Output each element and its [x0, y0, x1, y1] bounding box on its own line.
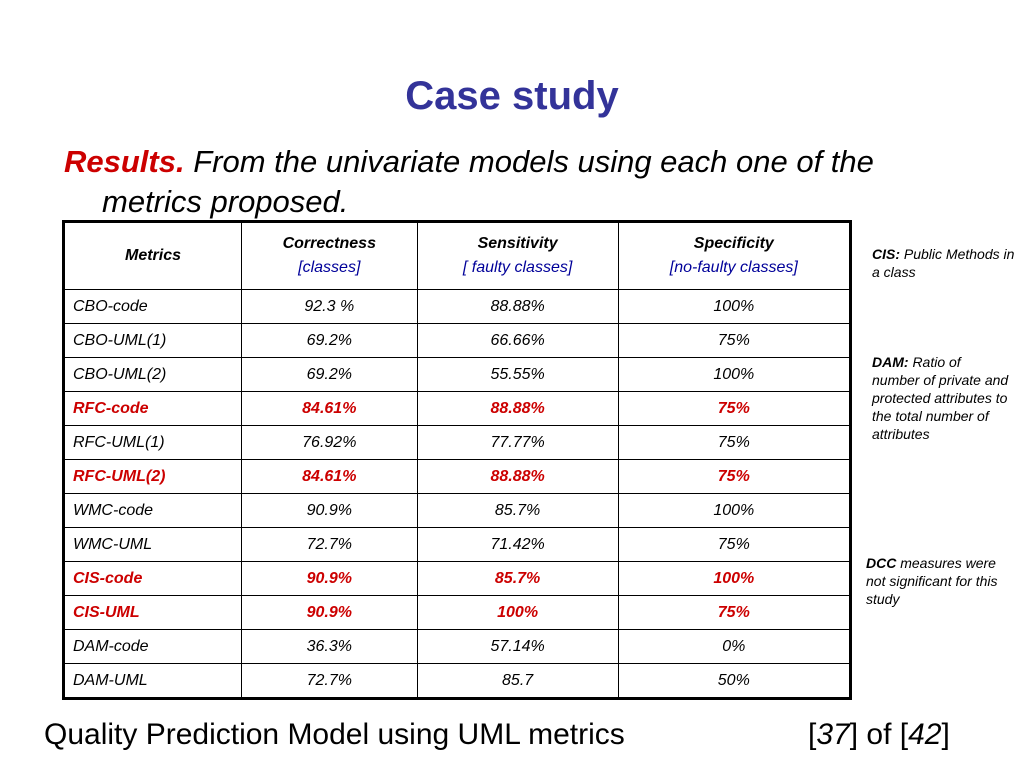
- specificity-cell: 75%: [617, 391, 852, 426]
- sensitivity-cell: 88.88%: [416, 289, 619, 324]
- specificity-cell: 75%: [617, 527, 852, 562]
- correctness-cell: 69.2%: [241, 357, 418, 392]
- footer-title: Quality Prediction Model using UML metri…: [44, 718, 625, 751]
- specificity-cell: 100%: [617, 561, 852, 596]
- correctness-cell: 72.7%: [241, 663, 418, 699]
- correctness-cell: 90.9%: [241, 595, 418, 630]
- table-row: DAM-code 36.3% 57.14% 0%: [63, 629, 852, 664]
- metric-cell: WMC-UML: [63, 527, 242, 562]
- specificity-cell: 100%: [617, 493, 852, 528]
- table-row: DAM-UML 72.7% 85.7 50%: [63, 663, 852, 699]
- specificity-cell: 75%: [617, 425, 852, 460]
- metric-cell: CBO-UML(1): [63, 323, 242, 358]
- slide-title: Case study: [405, 74, 619, 118]
- sensitivity-cell: 88.88%: [416, 459, 619, 494]
- correctness-cell: 90.9%: [241, 493, 418, 528]
- metric-cell: CBO-code: [63, 289, 242, 324]
- correctness-cell: 84.61%: [241, 391, 418, 426]
- slide-subtitle: Results. From the univariate models usin…: [64, 142, 984, 222]
- correctness-cell: 72.7%: [241, 527, 418, 562]
- specificity-cell: 50%: [617, 663, 852, 699]
- table-row: RFC-UML(2) 84.61% 88.88% 75%: [63, 459, 852, 494]
- header-metrics: Metrics: [63, 221, 242, 290]
- table-row: CBO-code 92.3 % 88.88% 100%: [63, 289, 852, 324]
- specificity-cell: 100%: [617, 289, 852, 324]
- header-correctness: Correctness [classes]: [241, 221, 418, 290]
- metric-cell: CBO-UML(2): [63, 357, 242, 392]
- sensitivity-cell: 77.77%: [416, 425, 619, 460]
- sensitivity-cell: 88.88%: [416, 391, 619, 426]
- correctness-cell: 69.2%: [241, 323, 418, 358]
- table-row: CBO-UML(2) 69.2% 55.55% 100%: [63, 357, 852, 392]
- sensitivity-cell: 55.55%: [416, 357, 619, 392]
- metric-cell: CIS-code: [63, 561, 242, 596]
- metric-cell: WMC-code: [63, 493, 242, 528]
- specificity-cell: 75%: [617, 595, 852, 630]
- note-dcc: DCC measures were not significant for th…: [866, 555, 998, 607]
- sensitivity-cell: 85.7: [416, 663, 619, 699]
- note-dam: DAM: Ratio of number of private and prot…: [872, 354, 1009, 442]
- page-indicator: [37] of [42]: [808, 718, 950, 751]
- note-cis: CIS: Public Methods in a class: [872, 246, 1015, 280]
- correctness-cell: 36.3%: [241, 629, 418, 664]
- table-row: WMC-UML 72.7% 71.42% 75%: [63, 527, 852, 562]
- specificity-cell: 75%: [617, 323, 852, 358]
- metric-cell: CIS-UML: [63, 595, 242, 630]
- subtitle-line-1: From the univariate models using each on…: [193, 144, 874, 179]
- header-sensitivity: Sensitivity[ faulty classes]: [416, 221, 619, 290]
- correctness-cell: 92.3 %: [241, 289, 418, 324]
- sensitivity-cell: 85.7%: [416, 493, 619, 528]
- table-row: WMC-code 90.9% 85.7% 100%: [63, 493, 852, 528]
- correctness-cell: 84.61%: [241, 459, 418, 494]
- sensitivity-cell: 85.7%: [416, 561, 619, 596]
- table-row: CIS-code 90.9% 85.7% 100%: [63, 561, 852, 596]
- table-row: CIS-UML 90.9% 100% 75%: [63, 595, 852, 630]
- table-header-row: Metrics Correctness [classes] Sensitivity…: [63, 221, 852, 290]
- header-specificity: Specificity [no-faulty classes]: [617, 221, 852, 290]
- specificity-cell: 75%: [617, 459, 852, 494]
- metric-cell: RFC-UML(1): [63, 425, 242, 460]
- correctness-cell: 76.92%: [241, 425, 418, 460]
- sensitivity-cell: 57.14%: [416, 629, 619, 664]
- metric-cell: RFC-code: [63, 391, 242, 426]
- table-row: RFC-code 84.61% 88.88% 75%: [63, 391, 852, 426]
- correctness-cell: 90.9%: [241, 561, 418, 596]
- metric-cell: DAM-UML: [63, 663, 242, 699]
- results-table: Metrics Correctness [classes] Sensitivity…: [62, 220, 852, 700]
- sensitivity-cell: 100%: [416, 595, 619, 630]
- subtitle-line-2: metrics proposed.: [102, 184, 349, 219]
- table-row: CBO-UML(1) 69.2% 66.66% 75%: [63, 323, 852, 358]
- sensitivity-cell: 66.66%: [416, 323, 619, 358]
- results-lead: Results.: [64, 144, 185, 179]
- specificity-cell: 100%: [617, 357, 852, 392]
- metric-cell: RFC-UML(2): [63, 459, 242, 494]
- specificity-cell: 0%: [617, 629, 852, 664]
- metric-cell: DAM-code: [63, 629, 242, 664]
- sensitivity-cell: 71.42%: [416, 527, 619, 562]
- table-row: RFC-UML(1) 76.92% 77.77% 75%: [63, 425, 852, 460]
